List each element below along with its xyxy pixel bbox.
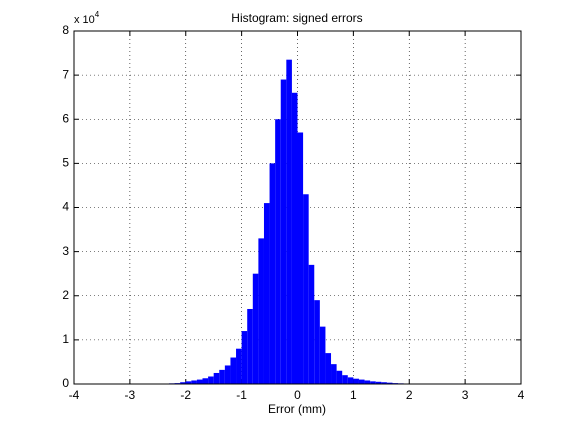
- bar: [336, 370, 343, 384]
- bar: [286, 59, 292, 385]
- bar: [191, 380, 197, 384]
- bar: [202, 378, 209, 384]
- bar: [325, 353, 332, 384]
- bar: [297, 132, 304, 384]
- bar: [213, 372, 220, 384]
- x-tick-label: 4: [518, 388, 525, 402]
- y-tick-label: 2: [62, 288, 69, 302]
- x-tick-label: 0: [294, 388, 301, 402]
- y-tick-label: 5: [62, 156, 69, 170]
- bar: [269, 163, 276, 384]
- bar: [364, 380, 371, 384]
- y-multiplier: x 104: [74, 10, 100, 26]
- bar: [347, 377, 354, 384]
- y-tick-label: 7: [62, 67, 69, 81]
- bar: [375, 381, 382, 384]
- y-tick-label: 1: [62, 332, 69, 346]
- bar: [180, 382, 186, 384]
- bar: [241, 331, 248, 384]
- bar: [331, 364, 337, 384]
- bar: [219, 369, 225, 384]
- y-multiplier-base: x 10: [74, 14, 95, 26]
- x-tick-label: -1: [236, 388, 247, 402]
- x-tick-label: 1: [350, 388, 357, 402]
- bar: [386, 382, 393, 384]
- x-tick-label: -3: [125, 388, 136, 402]
- y-multiplier-exponent: 4: [95, 10, 100, 19]
- y-tick-label: 0: [62, 376, 69, 390]
- bar: [263, 203, 270, 384]
- x-tick-label: -2: [180, 388, 191, 402]
- y-tick-label: 3: [62, 244, 69, 258]
- bar: [342, 375, 348, 384]
- bar: [353, 378, 359, 384]
- chart-title: Histogram: signed errors: [231, 11, 362, 25]
- bar: [185, 381, 192, 384]
- bar: [258, 238, 264, 384]
- bar: [230, 357, 237, 384]
- x-tick-label: 2: [406, 388, 413, 402]
- bar: [314, 300, 320, 384]
- plot-frame: [73, 30, 522, 385]
- bar: [196, 379, 203, 384]
- bar: [208, 376, 214, 384]
- bar: [247, 308, 253, 384]
- bar: [280, 79, 287, 384]
- bar: [358, 379, 365, 384]
- y-tick-label: 8: [62, 23, 69, 37]
- bar: [381, 382, 387, 384]
- bar: [252, 273, 259, 384]
- bar: [303, 194, 309, 384]
- x-tick-label: -4: [69, 388, 80, 402]
- x-axis-label: Error (mm): [268, 402, 326, 416]
- y-tick-label: 4: [62, 200, 69, 214]
- bar: [370, 381, 376, 384]
- bar: [224, 365, 231, 384]
- bar: [275, 119, 281, 384]
- bar: [319, 326, 326, 384]
- bar: [308, 264, 315, 384]
- y-tick-label: 6: [62, 111, 69, 125]
- x-tick-label: 3: [462, 388, 469, 402]
- bar: [236, 348, 242, 384]
- bar: [291, 92, 298, 385]
